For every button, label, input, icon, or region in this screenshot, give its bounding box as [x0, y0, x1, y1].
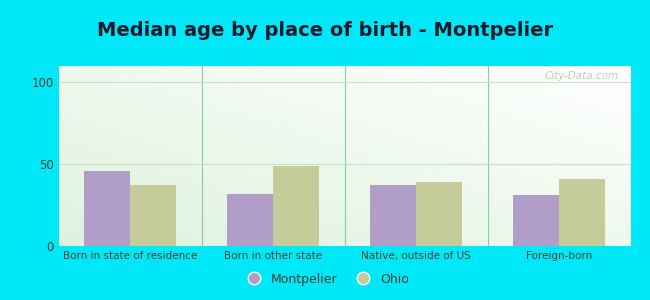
Bar [559, 179, 604, 246]
Bar [227, 194, 273, 246]
Bar [514, 195, 559, 246]
Bar [84, 171, 130, 246]
Bar [416, 182, 462, 246]
Bar [273, 166, 318, 246]
Legend: Montpelier, Ohio: Montpelier, Ohio [236, 268, 414, 291]
Bar [370, 185, 416, 246]
Text: Median age by place of birth - Montpelier: Median age by place of birth - Montpelie… [97, 21, 553, 40]
Text: City-Data.com: City-Data.com [545, 71, 619, 81]
Bar [130, 185, 176, 246]
